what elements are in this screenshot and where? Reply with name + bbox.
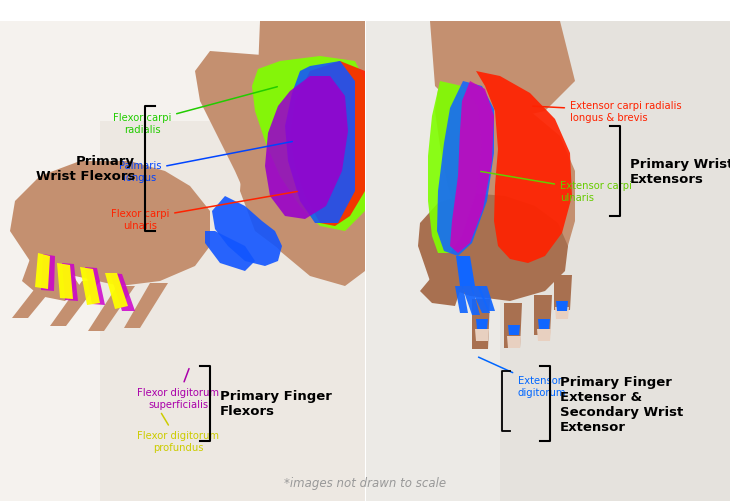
Polygon shape <box>285 62 355 223</box>
Polygon shape <box>62 264 78 302</box>
Polygon shape <box>428 82 482 254</box>
Polygon shape <box>265 77 348 219</box>
Text: Extensor carpi radialis
longus & brevis: Extensor carpi radialis longus & brevis <box>533 101 682 123</box>
Polygon shape <box>88 287 135 331</box>
Text: Flexor digitorum
superficialis: Flexor digitorum superficialis <box>137 369 219 409</box>
Polygon shape <box>556 302 568 312</box>
Polygon shape <box>456 257 475 287</box>
Text: Primary Finger
Extensor &
Secondary Wrist
Extensor: Primary Finger Extensor & Secondary Wris… <box>560 375 683 433</box>
Polygon shape <box>240 144 365 282</box>
Text: Palmaris
longus: Palmaris longus <box>119 142 292 182</box>
Text: Primary Finger
Flexors: Primary Finger Flexors <box>220 389 332 417</box>
Polygon shape <box>477 287 495 312</box>
Polygon shape <box>35 254 50 290</box>
Polygon shape <box>0 22 365 501</box>
Text: Flexor digitorum
profundus: Flexor digitorum profundus <box>137 413 219 452</box>
Polygon shape <box>366 22 730 501</box>
Polygon shape <box>534 296 552 335</box>
Polygon shape <box>124 284 168 328</box>
Polygon shape <box>57 264 73 300</box>
Polygon shape <box>105 274 128 310</box>
Polygon shape <box>476 72 572 264</box>
Text: Flexor carpi
radialis: Flexor carpi radialis <box>113 88 277 135</box>
Polygon shape <box>290 62 365 226</box>
Polygon shape <box>455 287 468 313</box>
Polygon shape <box>450 82 494 254</box>
Polygon shape <box>418 193 568 302</box>
Polygon shape <box>472 300 490 349</box>
Polygon shape <box>538 319 550 329</box>
Text: *images not drawn to scale: *images not drawn to scale <box>284 476 446 489</box>
Polygon shape <box>41 255 55 292</box>
Polygon shape <box>475 329 489 341</box>
Text: Flexor carpi
ulnaris: Flexor carpi ulnaris <box>111 192 297 230</box>
Polygon shape <box>110 274 135 312</box>
Polygon shape <box>85 268 105 306</box>
Polygon shape <box>430 22 575 122</box>
Polygon shape <box>435 77 575 282</box>
Polygon shape <box>500 22 730 501</box>
Text: Primary Wrist
Extensors: Primary Wrist Extensors <box>630 158 730 186</box>
Polygon shape <box>437 82 494 257</box>
Polygon shape <box>508 325 520 335</box>
Polygon shape <box>537 329 551 341</box>
Polygon shape <box>12 274 65 318</box>
Polygon shape <box>470 287 490 313</box>
Text: Extensor
digitorum: Extensor digitorum <box>479 357 566 397</box>
Text: Primary
Wrist Flexors: Primary Wrist Flexors <box>36 155 135 183</box>
Polygon shape <box>100 122 365 501</box>
Polygon shape <box>205 231 255 272</box>
Polygon shape <box>252 57 365 231</box>
Polygon shape <box>504 304 522 348</box>
Polygon shape <box>50 282 100 326</box>
Polygon shape <box>476 319 488 329</box>
Polygon shape <box>554 276 572 311</box>
Polygon shape <box>366 22 730 501</box>
Polygon shape <box>195 52 365 287</box>
Polygon shape <box>255 22 365 162</box>
Polygon shape <box>555 308 569 319</box>
Polygon shape <box>420 280 460 307</box>
Polygon shape <box>462 287 480 315</box>
Polygon shape <box>22 260 80 302</box>
Polygon shape <box>507 336 521 348</box>
Polygon shape <box>80 268 100 306</box>
Polygon shape <box>10 162 210 287</box>
Text: Extensor carpi
ulnaris: Extensor carpi ulnaris <box>481 172 632 202</box>
Polygon shape <box>212 196 282 267</box>
